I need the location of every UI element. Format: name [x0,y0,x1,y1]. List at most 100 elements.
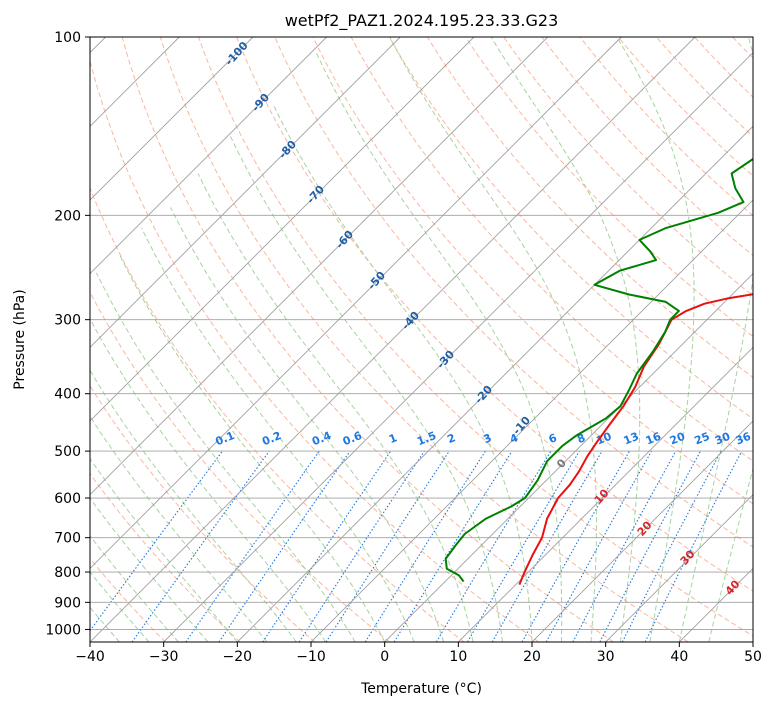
dry-adiabat [236,37,753,592]
y-tick-label: 400 [54,387,81,403]
x-tick-label: −20 [223,649,253,665]
dry-adiabat [312,37,753,505]
mixing-ratio-line [545,450,653,642]
x-tick-label: 50 [744,649,762,665]
y-tick-label: 800 [54,565,81,581]
moist-adiabat [389,37,597,642]
background-lines [90,37,753,642]
mixing-ratio-line [325,450,450,642]
isotherm [384,273,753,642]
x-tick-label: −10 [296,649,326,665]
dewpoint-profile [444,157,753,583]
isotherm [458,346,753,642]
mixing-ratio-line [131,450,270,642]
moist-adiabat [90,571,150,642]
mixing-ratio-line [644,450,743,642]
dry-adiabat [90,472,241,642]
mixing-ratio-line [435,450,552,642]
moist-adiabat [197,173,474,642]
mixing-ratio-label: 13 [622,430,641,448]
isotherm [90,37,327,275]
mixing-ratio-label: 2 [445,431,457,446]
dry-adiabat [90,186,465,642]
moist-adiabat [90,317,327,642]
axes: −40 −30 −20 −10 0 10 20 30 40 50 100 200 300 400 500 60… [45,30,762,665]
moist-adiabat [272,104,533,642]
dry-adiabat [90,384,316,642]
y-tick-label: 900 [54,595,81,611]
x-tick-label: −40 [75,649,105,665]
isotherm [605,494,753,642]
mixing-ratio-label: 10 [594,430,613,448]
mixing-ratio-line [599,450,701,642]
moist-adiabat [95,272,356,642]
mixing-ratio-line [218,450,351,642]
dry-adiabat [90,59,540,642]
isotherm [90,37,254,201]
mixing-ratio-label: 20 [668,430,687,448]
dry-adiabat [90,291,390,642]
x-tick-label: 30 [597,649,615,665]
y-tick-label: 1000 [45,622,81,638]
isotherm [90,37,696,642]
x-tick-label: 40 [670,649,688,665]
y-tick-label: 200 [54,208,81,224]
x-tick-label: 20 [523,649,541,665]
moist-adiabat [90,457,238,642]
moist-adiabat [90,606,120,642]
plot-frame [89,36,754,643]
moist-adiabat [119,255,386,642]
mixing-ratio-label: 8 [575,431,587,446]
mixing-ratio-line [393,450,513,642]
isotherm [310,199,753,642]
dry-adiabat [350,37,753,462]
dry-adiabat [579,37,753,217]
y-tick-label: 100 [54,30,81,46]
y-tick-label: 700 [54,531,81,547]
isotherm [90,37,475,422]
dry-adiabat [465,37,753,337]
dry-adiabat [274,37,753,548]
dry-adiabat [121,37,614,642]
mixing-ratio-line [521,450,630,642]
mixing-ratio-line [90,450,223,632]
x-axis-label: Temperature (°C) [360,681,482,697]
isotherm [90,37,401,348]
mixing-ratio-line [298,450,425,642]
mixing-ratio-line [364,450,486,642]
isotherm [90,37,548,496]
dry-adiabat [426,37,753,378]
mixing-ratio-label: 36 [734,430,753,448]
y-tick-label: 300 [54,313,81,329]
mixing-ratio-label: 1 [387,431,399,446]
isotherm [163,52,753,642]
mixing-ratio-line [621,450,722,642]
isotherm [237,125,753,642]
mixing-ratio-label: 3 [481,431,493,446]
mixing-ratio-label: 25 [693,430,712,448]
y-tick-label: 500 [54,444,81,460]
isotherm [531,420,753,642]
x-tick-label: −30 [149,649,179,665]
chart-title: wetPf2_PAZ1.2024.195.23.33.G23 [285,11,559,31]
y-axis-label: Pressure (hPa) [12,289,28,389]
mixing-ratio-line [572,450,677,642]
moist-adiabat [708,466,753,642]
profile-lines [444,157,753,585]
dry-adiabat [159,37,689,642]
isotherm [90,37,622,569]
moist-adiabat [490,37,641,642]
x-tick-label: 0 [380,649,389,665]
temperature-profile [518,293,753,585]
y-tick-label: 600 [54,491,81,507]
moist-adiabat [616,37,695,642]
mixing-ratio-label: 16 [644,430,663,448]
mixing-ratio-line [185,450,320,642]
moist-adiabat [90,535,179,642]
mixing-ratio-label: 30 [713,430,732,448]
x-tick-label: 10 [449,649,467,665]
moist-adiabat [315,51,563,642]
mixing-ratio-line [262,450,392,642]
